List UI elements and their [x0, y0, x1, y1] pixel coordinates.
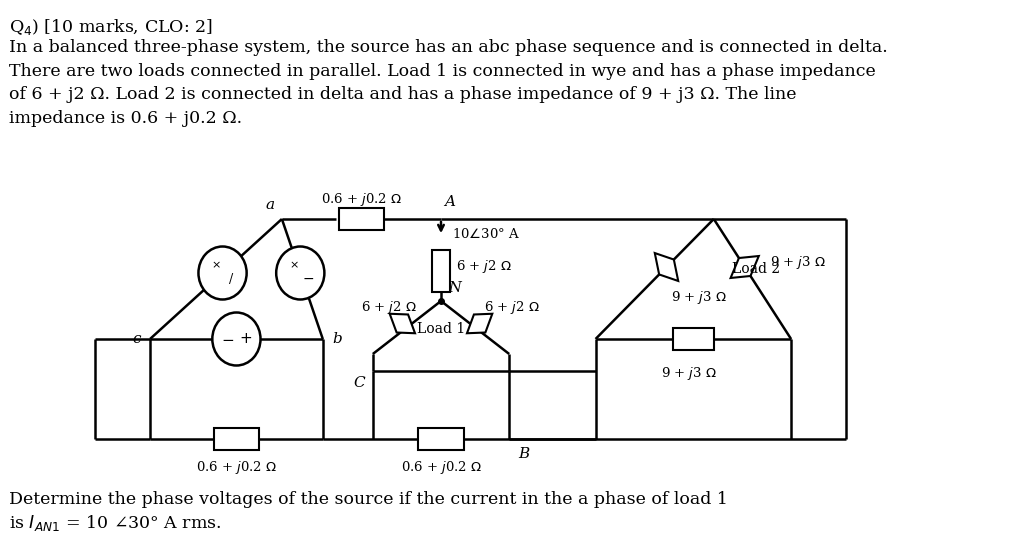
Text: 9 + $j$3 $\Omega$: 9 + $j$3 $\Omega$ — [770, 254, 826, 271]
Text: b: b — [332, 332, 342, 346]
Polygon shape — [730, 256, 759, 278]
Text: 0.6 + $j$0.2 $\Omega$: 0.6 + $j$0.2 $\Omega$ — [400, 459, 481, 476]
Bar — [339, 208, 384, 230]
Text: There are two loads connected in parallel. Load 1 is connected in wye and has a : There are two loads connected in paralle… — [9, 63, 876, 80]
Polygon shape — [654, 253, 678, 281]
Text: /: / — [228, 273, 232, 287]
Text: $\times$: $\times$ — [211, 260, 221, 270]
Circle shape — [276, 247, 325, 300]
Bar — [432, 250, 451, 292]
Text: 6 + $j$2 $\Omega$: 6 + $j$2 $\Omega$ — [484, 299, 540, 316]
Text: $+$: $+$ — [239, 332, 252, 346]
Text: 0.6 + $j$0.2 $\Omega$: 0.6 + $j$0.2 $\Omega$ — [196, 459, 276, 476]
Text: A: A — [444, 195, 456, 209]
Text: Load 1: Load 1 — [417, 322, 465, 336]
Text: a: a — [265, 198, 274, 212]
Bar — [214, 428, 259, 450]
Text: B: B — [518, 447, 529, 461]
Bar — [673, 328, 714, 350]
Text: of 6 + j2 Ω. Load 2 is connected in delta and has a phase impedance of 9 + j3 Ω.: of 6 + j2 Ω. Load 2 is connected in delt… — [9, 86, 797, 103]
Text: 6 + $j$2 $\Omega$: 6 + $j$2 $\Omega$ — [361, 299, 418, 316]
Text: N: N — [449, 281, 461, 295]
Bar — [418, 428, 464, 450]
Text: 0.6 + $j$0.2 $\Omega$: 0.6 + $j$0.2 $\Omega$ — [322, 191, 401, 208]
Circle shape — [199, 247, 247, 300]
Text: c: c — [132, 332, 141, 346]
Text: 9 + $j$3 $\Omega$: 9 + $j$3 $\Omega$ — [660, 365, 717, 382]
Text: Determine the phase voltages of the source if the current in the a phase of load: Determine the phase voltages of the sour… — [9, 491, 728, 508]
Text: 6 + $j$2 $\Omega$: 6 + $j$2 $\Omega$ — [457, 257, 512, 274]
Text: Load 2: Load 2 — [732, 262, 780, 276]
Text: In a balanced three-phase system, the source has an abc phase sequence and is co: In a balanced three-phase system, the so… — [9, 39, 888, 56]
Polygon shape — [390, 313, 415, 333]
Text: 10$\angle$30° A: 10$\angle$30° A — [452, 227, 520, 241]
Text: 9 + $j$3 $\Omega$: 9 + $j$3 $\Omega$ — [671, 289, 727, 306]
Text: is $I_{AN1}$ = 10 ∠30° A rms.: is $I_{AN1}$ = 10 ∠30° A rms. — [9, 513, 221, 533]
Text: $-$: $-$ — [302, 271, 314, 285]
Text: Q$_4$) [10 marks, CLO: 2]: Q$_4$) [10 marks, CLO: 2] — [9, 17, 213, 37]
Text: C: C — [354, 376, 366, 390]
Polygon shape — [467, 313, 493, 333]
Text: impedance is 0.6 + j0.2 Ω.: impedance is 0.6 + j0.2 Ω. — [9, 109, 243, 126]
Text: $-$: $-$ — [221, 332, 233, 346]
Text: $\times$: $\times$ — [289, 260, 299, 270]
Circle shape — [212, 312, 260, 366]
